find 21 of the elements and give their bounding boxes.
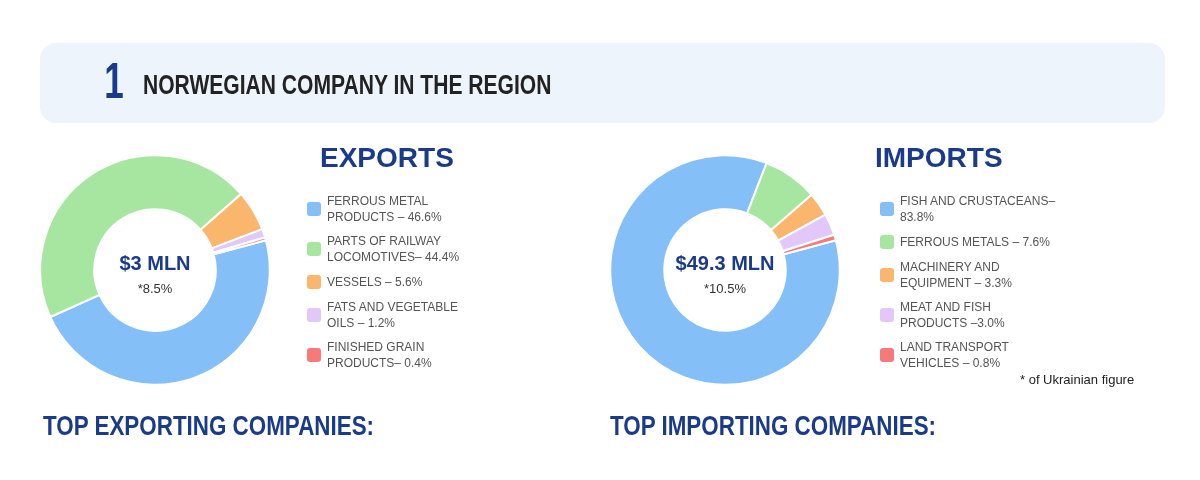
- legend-label: MEAT AND FISH PRODUCTS –3.0%: [900, 300, 1006, 330]
- legend-label: MACHINERY AND EQUIPMENT – 3.3%: [900, 260, 1013, 290]
- legend-label: FERROUS METAL PRODUCTS – 46.6%: [327, 194, 443, 224]
- text: $3 MLN: [119, 252, 191, 274]
- text: NORWEGIAN COMPANY IN THE REGION: [143, 70, 552, 101]
- legend-label: FERROUS METALS – 7.6%: [900, 235, 1051, 249]
- text: * of Ukrainian figure: [1020, 372, 1135, 387]
- chart-title: EXPORTS: [320, 141, 454, 173]
- chart-title: IMPORTS: [875, 141, 1003, 173]
- legend-label: FISH AND CRUSTACEANS– 83.8%: [900, 194, 1056, 224]
- legend-label: FATS AND VEGETABLE OILS – 1.2%: [327, 300, 458, 330]
- text: TOP EXPORTING COMPANIES:: [43, 410, 375, 442]
- text: $49.3 MLN: [675, 252, 775, 274]
- legend-label: PARTS OF RAILWAY LOCOMOTIVES– 44.4%: [327, 234, 460, 264]
- text: *8.5%: [137, 280, 173, 296]
- legend-label: LAND TRANSPORT VEHICLES – 0.8%: [900, 340, 1010, 370]
- text: 1: [104, 52, 124, 110]
- text: TOP IMPORTING COMPANIES:: [610, 410, 937, 442]
- legend-label: FINISHED GRAIN PRODUCTS– 0.4%: [327, 340, 433, 370]
- text: *10.5%: [704, 280, 747, 296]
- legend-label: VESSELS – 5.6%: [327, 275, 423, 289]
